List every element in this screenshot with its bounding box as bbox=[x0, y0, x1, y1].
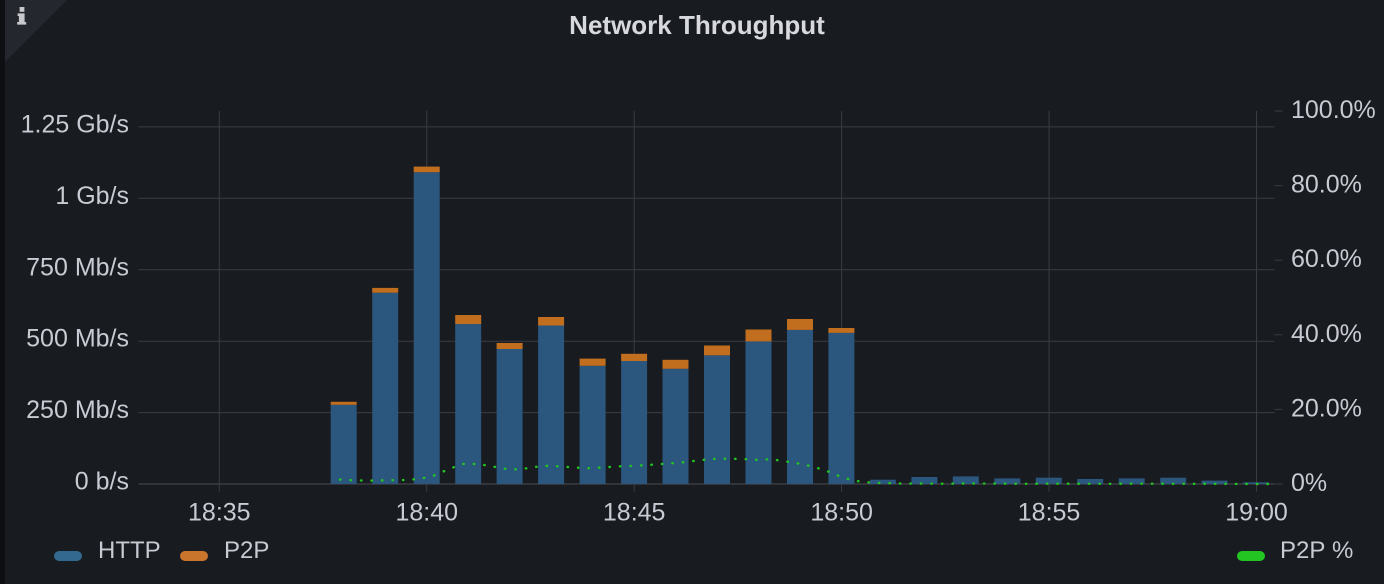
svg-text:18:35: 18:35 bbox=[188, 498, 251, 526]
svg-text:80.0%: 80.0% bbox=[1291, 171, 1362, 199]
svg-text:0%: 0% bbox=[1291, 469, 1327, 497]
svg-text:100.0%: 100.0% bbox=[1291, 96, 1376, 124]
svg-text:40.0%: 40.0% bbox=[1291, 320, 1362, 348]
svg-text:1 Gb/s: 1 Gb/s bbox=[55, 182, 129, 210]
svg-text:60.0%: 60.0% bbox=[1291, 245, 1362, 273]
svg-text:250 Mb/s: 250 Mb/s bbox=[26, 396, 129, 424]
svg-text:19:00: 19:00 bbox=[1225, 498, 1288, 526]
svg-text:1.25 Gb/s: 1.25 Gb/s bbox=[21, 110, 129, 138]
svg-text:18:55: 18:55 bbox=[1018, 498, 1081, 526]
svg-text:18:45: 18:45 bbox=[603, 498, 666, 526]
svg-text:18:40: 18:40 bbox=[395, 498, 458, 526]
svg-text:20.0%: 20.0% bbox=[1291, 394, 1362, 422]
svg-text:750 Mb/s: 750 Mb/s bbox=[26, 253, 129, 281]
svg-text:500 Mb/s: 500 Mb/s bbox=[26, 325, 129, 353]
svg-text:18:50: 18:50 bbox=[810, 498, 873, 526]
svg-text:0 b/s: 0 b/s bbox=[75, 468, 129, 496]
